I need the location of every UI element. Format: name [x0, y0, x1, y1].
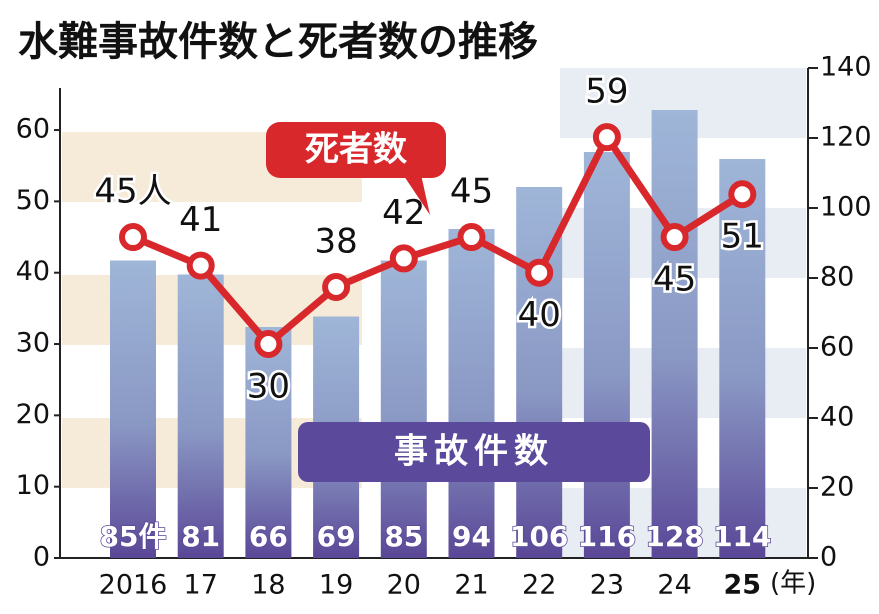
line — [131, 130, 745, 349]
x-tick-label: 25 — [724, 570, 762, 601]
legend-box — [298, 422, 650, 482]
x-tick-label: 17 — [184, 570, 218, 601]
y2-tick-label: 100 — [820, 192, 872, 223]
x-tick-label: 2016 — [99, 570, 168, 601]
y2-tick-label: 120 — [820, 122, 872, 153]
bar — [177, 274, 224, 558]
line-value-label: 30 — [247, 367, 290, 407]
chart-title: 水難事故件数と死者数の推移 — [18, 19, 538, 65]
line-point — [660, 223, 689, 252]
bar-value-label: 69 — [317, 520, 356, 553]
line-point — [457, 223, 486, 252]
bar — [719, 159, 766, 558]
x-tick-label: 23 — [590, 570, 624, 601]
line-value-label: 41 — [179, 200, 222, 240]
line-value-label: 45 — [653, 260, 696, 300]
x-tick-label: 20 — [387, 570, 421, 601]
bar-value-label: 128 — [645, 520, 703, 553]
bar-value-label: 106 — [510, 520, 568, 553]
y-tick-label: 0 — [33, 542, 50, 573]
x-tick-label: 22 — [522, 570, 556, 601]
x-tick-label: 18 — [251, 570, 285, 601]
bar — [448, 229, 495, 558]
line-point — [322, 272, 351, 301]
callout-pointer — [400, 170, 430, 215]
bar — [583, 152, 630, 558]
y-tick-label: 20 — [16, 399, 50, 430]
line-value-label: 38 — [314, 221, 357, 261]
line-value-label: 40 — [518, 295, 561, 335]
bar-value-label: 116 — [578, 520, 636, 553]
bar-value-label: 66 — [249, 520, 288, 553]
line-point — [525, 258, 554, 287]
y2-tick-label: 80 — [820, 262, 854, 293]
bar — [380, 260, 427, 558]
line-point — [728, 180, 757, 209]
legend-label: 死者数 — [305, 130, 407, 170]
line-point — [592, 123, 621, 152]
legend-label: 事故件数 — [394, 432, 554, 472]
line-value-label: 59 — [585, 72, 628, 112]
line-value-label: 51 — [721, 217, 764, 257]
line-point — [389, 244, 418, 273]
bar — [245, 327, 292, 558]
legend-box — [266, 122, 446, 178]
y-tick-label: 60 — [16, 114, 50, 145]
y2-tick-label: 0 — [820, 542, 837, 573]
y-tick-label: 50 — [16, 185, 50, 216]
y2-tick-label: 140 — [820, 52, 872, 83]
bar — [110, 260, 156, 558]
bar-value-label: 114 — [713, 520, 771, 553]
bar — [651, 110, 698, 558]
y-tick-label: 40 — [16, 256, 50, 287]
bar-value-label: 85件 — [100, 520, 167, 553]
x-unit: (年) — [770, 569, 816, 599]
line-point — [186, 251, 215, 280]
x-tick-label: 21 — [454, 570, 488, 601]
line-value-label: 45 — [450, 172, 493, 212]
line-point — [119, 223, 147, 252]
x-tick-label: 19 — [319, 570, 353, 601]
line-point — [254, 330, 283, 359]
y2-tick-label: 20 — [820, 472, 854, 503]
bar-value-label: 81 — [181, 520, 220, 553]
y2-tick-label: 60 — [820, 332, 854, 363]
x-tick-label: 24 — [657, 570, 691, 601]
bar-value-label: 94 — [452, 520, 491, 553]
y-tick-label: 10 — [16, 470, 50, 501]
y-tick-label: 30 — [16, 328, 50, 359]
y2-tick-label: 40 — [820, 402, 854, 433]
line-value-label: 42 — [382, 193, 425, 233]
line-value-label: 45人 — [94, 172, 171, 212]
bar-value-label: 85 — [384, 520, 423, 553]
